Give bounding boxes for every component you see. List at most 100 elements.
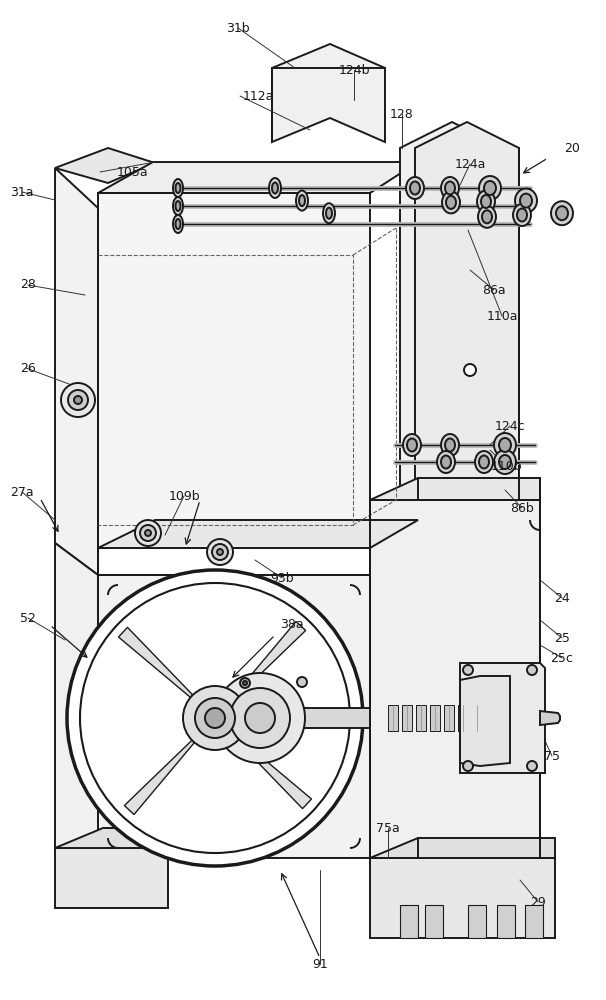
Ellipse shape — [176, 219, 181, 229]
Text: 124b: 124b — [338, 64, 370, 77]
Text: 27a: 27a — [10, 486, 34, 498]
Ellipse shape — [272, 182, 278, 194]
Circle shape — [217, 549, 223, 555]
Polygon shape — [55, 848, 168, 908]
Ellipse shape — [296, 191, 308, 211]
Polygon shape — [430, 705, 440, 731]
Polygon shape — [119, 627, 193, 697]
Text: 112a: 112a — [242, 90, 274, 103]
Polygon shape — [124, 740, 195, 815]
Polygon shape — [98, 575, 370, 858]
Text: 86a: 86a — [482, 284, 506, 296]
Circle shape — [205, 708, 225, 728]
Ellipse shape — [513, 204, 531, 226]
Ellipse shape — [446, 196, 456, 209]
Text: 110b: 110b — [490, 460, 522, 473]
Circle shape — [463, 665, 473, 675]
Circle shape — [243, 681, 247, 685]
Ellipse shape — [442, 191, 460, 213]
Ellipse shape — [551, 201, 573, 225]
Circle shape — [463, 761, 473, 771]
Polygon shape — [98, 162, 418, 193]
Polygon shape — [525, 905, 543, 938]
Circle shape — [145, 530, 151, 536]
Polygon shape — [370, 478, 540, 500]
Circle shape — [67, 570, 363, 866]
Text: 31a: 31a — [10, 186, 34, 198]
Polygon shape — [236, 621, 305, 696]
Polygon shape — [415, 122, 519, 525]
Polygon shape — [540, 711, 560, 725]
Circle shape — [68, 390, 88, 410]
Ellipse shape — [481, 195, 491, 208]
Ellipse shape — [484, 181, 496, 195]
Polygon shape — [468, 905, 486, 938]
Text: 124a: 124a — [454, 157, 485, 170]
Circle shape — [212, 544, 228, 560]
Ellipse shape — [479, 456, 489, 468]
Ellipse shape — [494, 433, 516, 457]
Polygon shape — [444, 705, 454, 731]
Ellipse shape — [441, 456, 451, 468]
Text: 24: 24 — [554, 591, 570, 604]
Ellipse shape — [494, 450, 516, 474]
Circle shape — [215, 673, 305, 763]
Text: 105a: 105a — [116, 165, 148, 178]
Polygon shape — [237, 739, 311, 809]
Ellipse shape — [441, 434, 459, 456]
Circle shape — [230, 688, 290, 748]
Text: 86b: 86b — [510, 502, 534, 514]
Polygon shape — [55, 828, 215, 848]
Polygon shape — [260, 708, 370, 728]
Text: 26: 26 — [20, 361, 36, 374]
Polygon shape — [98, 193, 370, 548]
Ellipse shape — [176, 201, 181, 211]
Text: 109b: 109b — [168, 489, 200, 502]
Polygon shape — [388, 705, 398, 731]
Ellipse shape — [407, 438, 417, 452]
Polygon shape — [497, 905, 515, 938]
Polygon shape — [472, 705, 482, 731]
Circle shape — [527, 665, 537, 675]
Ellipse shape — [410, 182, 420, 194]
Text: 25: 25 — [554, 632, 570, 645]
Text: 31b: 31b — [226, 21, 250, 34]
Ellipse shape — [173, 179, 183, 197]
Ellipse shape — [437, 451, 455, 473]
Circle shape — [80, 583, 350, 853]
Circle shape — [240, 678, 250, 688]
Polygon shape — [402, 705, 412, 731]
Text: 52: 52 — [20, 611, 36, 624]
Circle shape — [527, 761, 537, 771]
Ellipse shape — [499, 455, 511, 469]
Polygon shape — [98, 520, 418, 548]
Text: 25c: 25c — [551, 652, 573, 664]
Ellipse shape — [517, 209, 527, 222]
Polygon shape — [370, 500, 540, 858]
Polygon shape — [458, 705, 468, 731]
Polygon shape — [370, 838, 555, 858]
Polygon shape — [460, 676, 510, 766]
Text: 38a: 38a — [280, 617, 304, 631]
Text: 128: 128 — [390, 107, 414, 120]
Polygon shape — [55, 168, 98, 575]
Text: 75a: 75a — [376, 822, 400, 834]
Ellipse shape — [173, 197, 183, 215]
Circle shape — [195, 698, 235, 738]
Polygon shape — [370, 858, 555, 938]
Text: 93b: 93b — [270, 572, 294, 584]
Ellipse shape — [477, 190, 495, 213]
Circle shape — [183, 686, 247, 750]
Ellipse shape — [445, 438, 455, 452]
Ellipse shape — [403, 434, 421, 456]
Polygon shape — [400, 905, 418, 938]
Ellipse shape — [478, 206, 496, 228]
Ellipse shape — [515, 189, 537, 213]
Text: 29: 29 — [530, 896, 546, 908]
Text: 110a: 110a — [486, 310, 518, 322]
Ellipse shape — [556, 206, 568, 220]
Ellipse shape — [176, 183, 181, 193]
Ellipse shape — [475, 451, 493, 473]
Polygon shape — [460, 663, 545, 773]
Circle shape — [140, 525, 156, 541]
